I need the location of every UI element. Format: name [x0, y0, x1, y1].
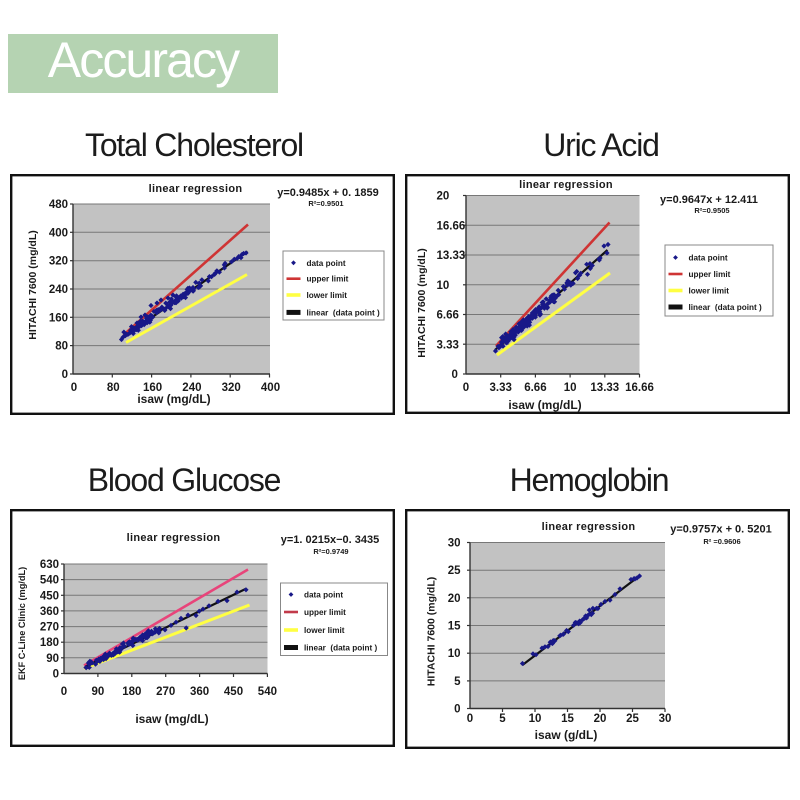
svg-text:160: 160: [143, 382, 162, 394]
svg-text:isaw (mg/dL): isaw (mg/dL): [135, 712, 208, 726]
svg-text:y=0.9757x + 0. 5201: y=0.9757x + 0. 5201: [670, 524, 772, 536]
svg-text:20: 20: [448, 593, 461, 605]
svg-text:240: 240: [49, 284, 68, 296]
svg-text:R²=0.9501: R²=0.9501: [308, 199, 343, 208]
svg-text:20: 20: [594, 713, 607, 725]
svg-text:360: 360: [190, 686, 209, 698]
svg-text:540: 540: [258, 686, 277, 698]
svg-text:upper limit: upper limit: [689, 270, 731, 279]
svg-text:0: 0: [454, 704, 460, 716]
svg-text:isaw (mg/dL): isaw (mg/dL): [137, 392, 210, 406]
svg-text:630: 630: [40, 559, 59, 571]
svg-text:400: 400: [49, 227, 68, 239]
svg-text:upper limit: upper limit: [307, 275, 349, 284]
svg-text:80: 80: [107, 382, 120, 394]
svg-text:160: 160: [49, 312, 68, 324]
svg-text:15: 15: [561, 713, 574, 725]
svg-text:R²=0.9505: R²=0.9505: [694, 206, 729, 215]
svg-text:180: 180: [122, 686, 141, 698]
svg-text:linear regression: linear regression: [542, 521, 636, 533]
svg-text:5: 5: [454, 676, 461, 688]
svg-text:10: 10: [529, 713, 542, 725]
svg-text:10: 10: [564, 382, 577, 394]
svg-text:25: 25: [448, 565, 461, 577]
svg-text:10: 10: [437, 280, 450, 292]
svg-text:upper limit: upper limit: [304, 608, 346, 617]
svg-text:0: 0: [452, 369, 458, 381]
svg-text:y=0.9647x + 12.411: y=0.9647x + 12.411: [660, 194, 758, 206]
svg-text:3.33: 3.33: [490, 382, 512, 394]
svg-text:480: 480: [49, 199, 68, 211]
svg-text:90: 90: [92, 686, 105, 698]
svg-text:HITACHI 7600 (mg/dL): HITACHI 7600 (mg/dL): [27, 230, 39, 339]
svg-text:linear (data point ): linear (data point ): [307, 308, 381, 317]
svg-text:data point: data point: [689, 254, 728, 263]
svg-text:y=0.9485x + 0. 1859: y=0.9485x + 0. 1859: [277, 187, 379, 199]
svg-text:isaw (mg/dL): isaw (mg/dL): [508, 398, 581, 412]
svg-text:450: 450: [40, 590, 59, 602]
svg-text:0: 0: [53, 668, 59, 680]
svg-text:13.33: 13.33: [437, 250, 466, 262]
svg-text:6.66: 6.66: [524, 382, 546, 394]
svg-text:0: 0: [61, 686, 67, 698]
svg-text:180: 180: [40, 637, 59, 649]
svg-text:lower limit: lower limit: [689, 287, 730, 296]
svg-text:90: 90: [46, 653, 59, 665]
svg-text:400: 400: [261, 382, 280, 394]
svg-text:540: 540: [40, 575, 59, 587]
svg-text:16.66: 16.66: [625, 382, 654, 394]
svg-text:R²=0.9749: R²=0.9749: [313, 547, 348, 556]
svg-text:20: 20: [437, 191, 450, 203]
svg-text:0: 0: [71, 382, 77, 394]
svg-text:lower limit: lower limit: [304, 626, 345, 635]
svg-text:linear (data point ): linear (data point ): [304, 644, 378, 653]
svg-text:30: 30: [448, 538, 461, 550]
svg-text:360: 360: [40, 606, 59, 618]
svg-text:linear regression: linear regression: [127, 532, 221, 544]
svg-text:isaw (g/dL): isaw (g/dL): [535, 728, 598, 742]
svg-text:3.33: 3.33: [437, 339, 459, 351]
svg-text:linear regression: linear regression: [149, 183, 243, 195]
svg-text:30: 30: [659, 713, 672, 725]
svg-text:R² =0.9606: R² =0.9606: [703, 537, 740, 546]
svg-text:0: 0: [467, 713, 473, 725]
svg-text:450: 450: [224, 686, 243, 698]
svg-text:y=1. 0215x−0. 3435: y=1. 0215x−0. 3435: [281, 534, 379, 546]
svg-text:13.33: 13.33: [590, 382, 619, 394]
svg-text:0: 0: [62, 369, 68, 381]
svg-text:linear (data point ): linear (data point ): [689, 303, 763, 312]
svg-text:80: 80: [55, 341, 68, 353]
svg-text:10: 10: [448, 648, 461, 660]
svg-text:data point: data point: [304, 591, 343, 600]
svg-text:5: 5: [499, 713, 506, 725]
svg-text:25: 25: [626, 713, 639, 725]
svg-text:270: 270: [40, 622, 59, 634]
svg-text:320: 320: [222, 382, 241, 394]
svg-text:linear regression: linear regression: [519, 179, 613, 191]
svg-text:270: 270: [156, 686, 175, 698]
svg-text:16.66: 16.66: [437, 220, 466, 232]
svg-text:320: 320: [49, 256, 68, 268]
svg-text:240: 240: [182, 382, 201, 394]
svg-text:0: 0: [463, 382, 469, 394]
svg-text:lower limit: lower limit: [307, 291, 348, 300]
svg-text:EKF C-Line Clinic (mg/dL): EKF C-Line Clinic (mg/dL): [17, 567, 27, 680]
svg-text:data point: data point: [307, 259, 346, 268]
svg-text:HITACHI 7600 (mg/dL): HITACHI 7600 (mg/dL): [426, 577, 438, 686]
svg-text:15: 15: [448, 621, 461, 633]
svg-text:6.66: 6.66: [437, 310, 459, 322]
svg-text:HITACHI 7600 (mg/dL): HITACHI 7600 (mg/dL): [416, 248, 428, 357]
